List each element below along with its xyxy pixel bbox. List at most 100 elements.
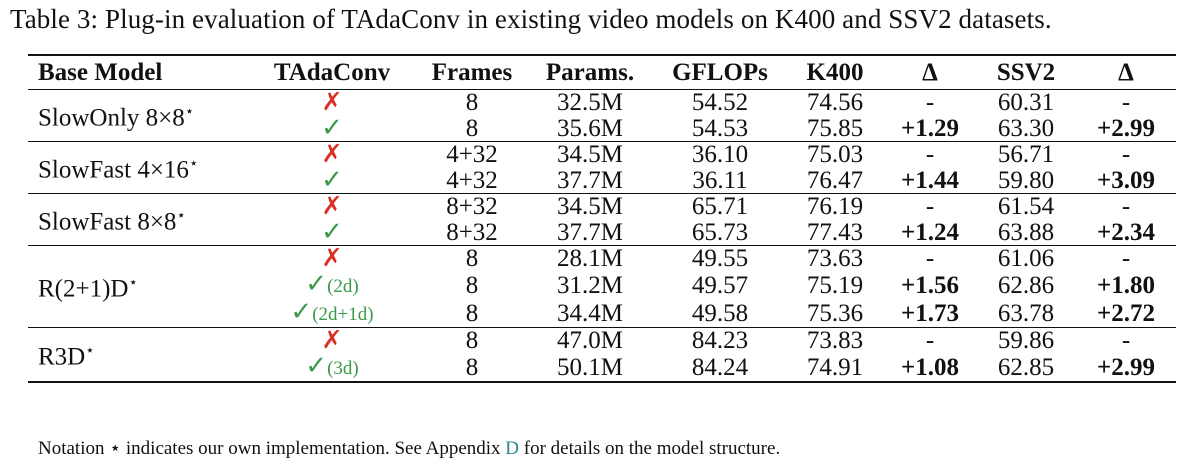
table-row: ✓(2d+1d) 8 34.4M 49.58 75.36 +1.73 63.78 +2.72	[28, 299, 1176, 328]
cross-icon: ✗	[321, 193, 343, 220]
k400-delta-cell: +1.08	[901, 353, 959, 381]
gflops-cell: 84.24	[691, 353, 749, 381]
ssv2-cell: 61.54	[997, 193, 1055, 220]
table-row: ✓ 4+32 37.7M 36.11 76.47 +1.44 59.80 +3.09	[28, 167, 1176, 194]
frames-cell: 8	[465, 89, 479, 116]
k400-delta-cell: -	[925, 141, 935, 168]
tadaconv-cell: ✗	[246, 193, 418, 220]
params-cell: 34.5M	[557, 141, 623, 168]
frames-cell: 8+32	[446, 193, 498, 220]
ssv2-cell: 62.86	[997, 271, 1055, 299]
table-row: R(2+1)D⋆ ✗ 8 28.1M 49.55 73.63 - 61.06 -	[28, 245, 1176, 302]
k400-delta-cell: +1.24	[901, 218, 959, 246]
k400-cell: 75.36	[806, 299, 864, 327]
checkmark-icon: ✓	[305, 269, 328, 298]
ssv2-delta-cell: +2.99	[1097, 114, 1155, 142]
base-model-name: R(2+1)D	[38, 275, 129, 303]
header-tadaconv: TAdaConv	[273, 58, 391, 86]
gflops-cell: 36.10	[691, 141, 749, 168]
table-row: R3D⋆ ✗ 8 47.0M 84.23 73.83 - 59.86 -	[28, 327, 1176, 370]
k400-delta-cell: -	[925, 245, 935, 272]
table-row: SlowFast 8×8⋆ ✗ 8+32 34.5M 65.71 76.19 - 61.54 -	[28, 193, 1176, 235]
checkmark-icon: ✓	[321, 113, 343, 142]
k400-cell: 75.19	[806, 271, 864, 299]
header-gflops: GFLOPs	[672, 58, 768, 86]
k400-delta-cell: +1.29	[901, 114, 959, 142]
k400-cell: 75.03	[806, 141, 864, 168]
tadaconv-variant: (3d)	[327, 358, 359, 379]
ssv2-delta-cell: +1.80	[1097, 271, 1155, 299]
ssv2-cell: 63.30	[997, 114, 1055, 142]
tadaconv-cell: ✓(2d)	[246, 271, 418, 299]
base-model-name: R3D	[38, 343, 86, 371]
ssv2-delta-cell: -	[1121, 245, 1131, 272]
ssv2-delta-cell: +2.99	[1097, 353, 1155, 381]
appendix-link[interactable]: D	[505, 438, 520, 459]
params-cell: 34.5M	[557, 193, 623, 220]
table-row: ✓ 8+32 37.7M 65.73 77.43 +1.24 63.88 +2.34	[28, 219, 1176, 246]
own-implementation-marker: ⋆	[85, 343, 95, 360]
model-group: SlowFast 8×8⋆ ✗ 8+32 34.5M 65.71 76.19 - 61.54 -…	[28, 194, 1176, 246]
checkmark-icon: ✓	[321, 165, 343, 194]
header-ssv2-delta: Δ	[1118, 58, 1134, 86]
gflops-cell: 49.57	[691, 271, 749, 299]
frames-cell: 4+32	[446, 141, 498, 168]
table-row: SlowFast 4×16⋆ ✗ 4+32 34.5M 36.10 75.03 - 56.71…	[28, 141, 1176, 183]
frames-cell: 8	[465, 353, 479, 381]
table-row: SlowOnly 8×8⋆ ✗ 8 32.5M 54.52 74.56 - 60.31 -	[28, 89, 1176, 131]
ssv2-cell: 59.80	[997, 166, 1055, 194]
base-model-name: SlowFast 8×8	[38, 208, 177, 236]
tadaconv-cell: ✗	[246, 90, 418, 115]
k400-delta-cell: +1.73	[901, 299, 959, 327]
params-cell: 37.7M	[557, 218, 623, 246]
ssv2-cell: 62.85	[997, 353, 1055, 381]
gflops-cell: 65.73	[691, 218, 749, 246]
results-table: Base Model TAdaConv Frames Params. GFLOP…	[28, 54, 1176, 383]
tadaconv-variant: (2d)	[327, 276, 359, 297]
gflops-cell: 36.11	[692, 166, 748, 194]
k400-cell: 77.43	[806, 218, 864, 246]
frames-cell: 8	[465, 245, 479, 272]
footnote-text-end: for details on the model structure.	[519, 438, 781, 459]
frames-cell: 8	[465, 299, 479, 327]
gflops-cell: 84.23	[691, 327, 749, 354]
tadaconv-cell: ✓(3d)	[246, 353, 418, 382]
k400-cell: 75.85	[806, 114, 864, 142]
gflops-cell: 54.53	[691, 114, 749, 142]
results-table-container: Base Model TAdaConv Frames Params. GFLOP…	[28, 54, 1176, 383]
ssv2-delta-cell: -	[1121, 327, 1131, 354]
model-group: SlowFast 4×16⋆ ✗ 4+32 34.5M 36.10 75.03 - 56.71…	[28, 142, 1176, 194]
k400-cell: 74.56	[806, 89, 864, 116]
gflops-cell: 65.71	[691, 193, 749, 220]
k400-delta-cell: +1.56	[901, 271, 959, 299]
header-k400-delta: Δ	[922, 58, 938, 86]
table-row: ✓(2d) 8 31.2M 49.57 75.19 +1.56 62.86 +1.80	[28, 271, 1176, 299]
ssv2-cell: 63.88	[997, 218, 1055, 246]
k400-cell: 76.19	[806, 193, 864, 220]
checkmark-icon: ✓	[290, 297, 313, 326]
k400-delta-cell: -	[925, 89, 935, 116]
base-model-cell: SlowOnly 8×8⋆	[28, 90, 246, 142]
k400-delta-cell: -	[925, 193, 935, 220]
k400-cell: 73.63	[806, 245, 864, 272]
frames-cell: 8+32	[446, 218, 498, 246]
header-row: Base Model TAdaConv Frames Params. GFLOP…	[28, 55, 1176, 90]
ssv2-cell: 56.71	[997, 141, 1055, 168]
ssv2-cell: 61.06	[997, 245, 1055, 272]
tadaconv-variant: (2d+1d)	[312, 304, 374, 325]
footnote-text: Notation ⋆ indicates our own implementat…	[38, 438, 506, 459]
params-cell: 47.0M	[557, 327, 623, 354]
header-params: Params.	[545, 58, 635, 86]
header-base-model: Base Model	[38, 58, 163, 86]
header-ssv2: SSV2	[996, 58, 1056, 86]
ssv2-delta-cell: -	[1121, 89, 1131, 116]
frames-cell: 4+32	[446, 166, 498, 194]
ssv2-delta-cell: -	[1121, 193, 1131, 220]
params-cell: 32.5M	[557, 89, 623, 116]
params-cell: 50.1M	[557, 353, 623, 381]
table-row: ✓(3d) 8 50.1M 84.24 74.91 +1.08 62.85 +2.99	[28, 353, 1176, 382]
tadaconv-cell: ✗	[246, 328, 418, 353]
frames-cell: 8	[465, 271, 479, 299]
frames-cell: 8	[465, 114, 479, 142]
gflops-cell: 49.58	[691, 299, 749, 327]
